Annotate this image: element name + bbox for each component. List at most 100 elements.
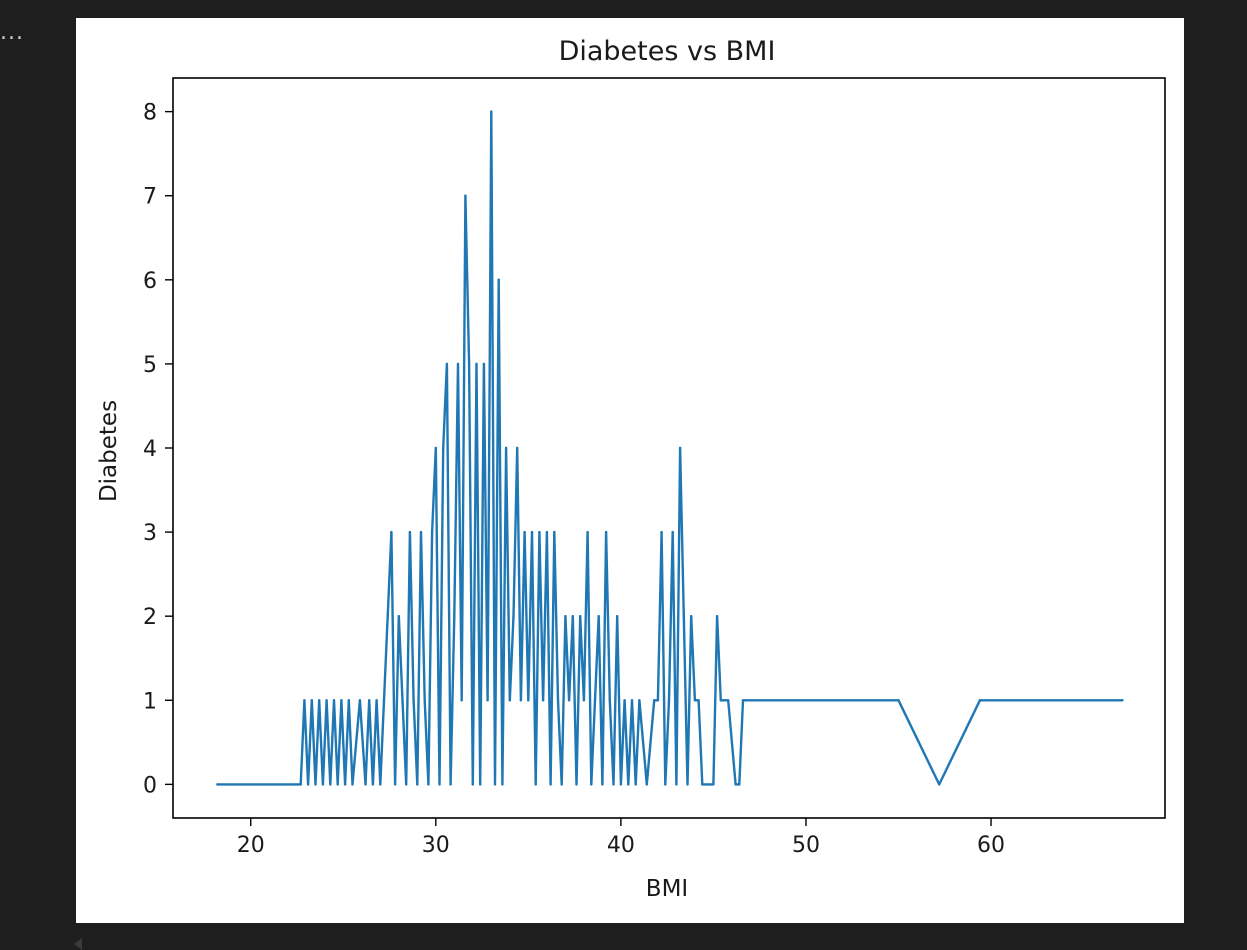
data-point (497, 278, 500, 281)
data-point (303, 699, 306, 702)
data-point (393, 783, 397, 786)
data-point (371, 783, 375, 786)
data-point (456, 362, 460, 366)
data-point (567, 699, 571, 702)
data-point (523, 530, 526, 534)
scroll-left-icon[interactable] (66, 938, 82, 950)
series-line (216, 110, 1124, 786)
data-point (701, 783, 704, 786)
data-point (693, 699, 697, 702)
data-point (408, 530, 412, 534)
data-point (704, 783, 708, 786)
data-point (545, 530, 549, 534)
data-point (686, 783, 689, 786)
data-point (690, 615, 693, 618)
data-point (501, 783, 504, 786)
data-point (460, 699, 463, 702)
data-point (675, 783, 678, 786)
data-point (347, 699, 350, 702)
data-point (534, 783, 537, 786)
y-tick-label: 1 (143, 689, 157, 714)
data-point (634, 783, 637, 786)
data-point (351, 783, 354, 786)
data-point (475, 362, 478, 366)
axis-ticks: 20 30 40 50 60 0 1 2 3 4 5 6 7 8 (143, 101, 1005, 858)
y-tick-label: 8 (143, 101, 157, 126)
y-tick-label: 4 (143, 437, 157, 462)
data-point (723, 699, 726, 702)
data-point (519, 699, 523, 702)
data-point (745, 699, 748, 702)
data-point (604, 530, 608, 534)
data-point (364, 783, 367, 786)
data-point (321, 783, 325, 786)
y-tick-label: 0 (143, 773, 157, 798)
axes-frame (172, 77, 1166, 819)
data-point (612, 783, 615, 786)
y-tick-label: 5 (143, 353, 157, 378)
y-tick-label: 7 (143, 185, 157, 210)
data-point (401, 699, 404, 702)
chart-title: Diabetes vs BMI (559, 36, 776, 67)
data-point (486, 699, 489, 702)
data-point (329, 783, 332, 786)
data-point (541, 699, 545, 702)
data-point (564, 615, 567, 618)
x-tick-label: 60 (977, 833, 1005, 858)
data-point (318, 699, 321, 702)
data-point (667, 699, 671, 702)
data-point (553, 530, 556, 534)
data-point (597, 615, 600, 618)
data-point (719, 699, 722, 702)
data-point (697, 699, 700, 702)
data-point (678, 446, 682, 450)
data-point (299, 783, 302, 786)
y-tick-label: 3 (143, 521, 157, 546)
data-point (538, 530, 541, 534)
data-point (623, 699, 626, 702)
data-point (343, 783, 347, 786)
data-point (575, 783, 578, 786)
data-point (712, 783, 715, 786)
data-point (590, 783, 593, 786)
data-point (630, 699, 634, 702)
plot-area (216, 110, 1124, 786)
data-point (738, 783, 741, 786)
data-point (340, 699, 343, 702)
data-point (467, 362, 471, 366)
data-point (336, 783, 339, 786)
data-point (938, 783, 941, 786)
data-point (382, 699, 386, 702)
data-point (416, 783, 419, 786)
y-tick-label: 6 (143, 269, 157, 294)
data-point (619, 783, 623, 786)
data-point (427, 783, 430, 786)
data-point (358, 699, 362, 702)
data-point (379, 783, 382, 786)
x-tick-label: 40 (607, 833, 635, 858)
data-point (530, 530, 534, 534)
chart-figure: Diabetes vs BMI BMI Diabetes 20 30 40 50 60 0… (76, 18, 1184, 923)
data-point (741, 699, 745, 702)
x-tick-label: 30 (422, 833, 450, 858)
data-point (397, 615, 400, 618)
data-point (656, 699, 660, 702)
data-point (571, 615, 574, 618)
data-point (482, 362, 486, 366)
data-point (438, 783, 441, 786)
data-point (390, 530, 393, 534)
data-point (434, 446, 437, 450)
data-point (306, 783, 310, 786)
data-point (310, 699, 313, 702)
data-point (734, 783, 737, 786)
data-point (464, 194, 467, 197)
data-point (419, 530, 423, 534)
data-point (449, 783, 452, 786)
data-point (442, 446, 445, 450)
output-ellipsis[interactable]: ... (0, 20, 24, 45)
data-point (593, 699, 597, 702)
data-point (1121, 699, 1124, 702)
data-point (527, 699, 530, 702)
data-point (412, 699, 415, 702)
